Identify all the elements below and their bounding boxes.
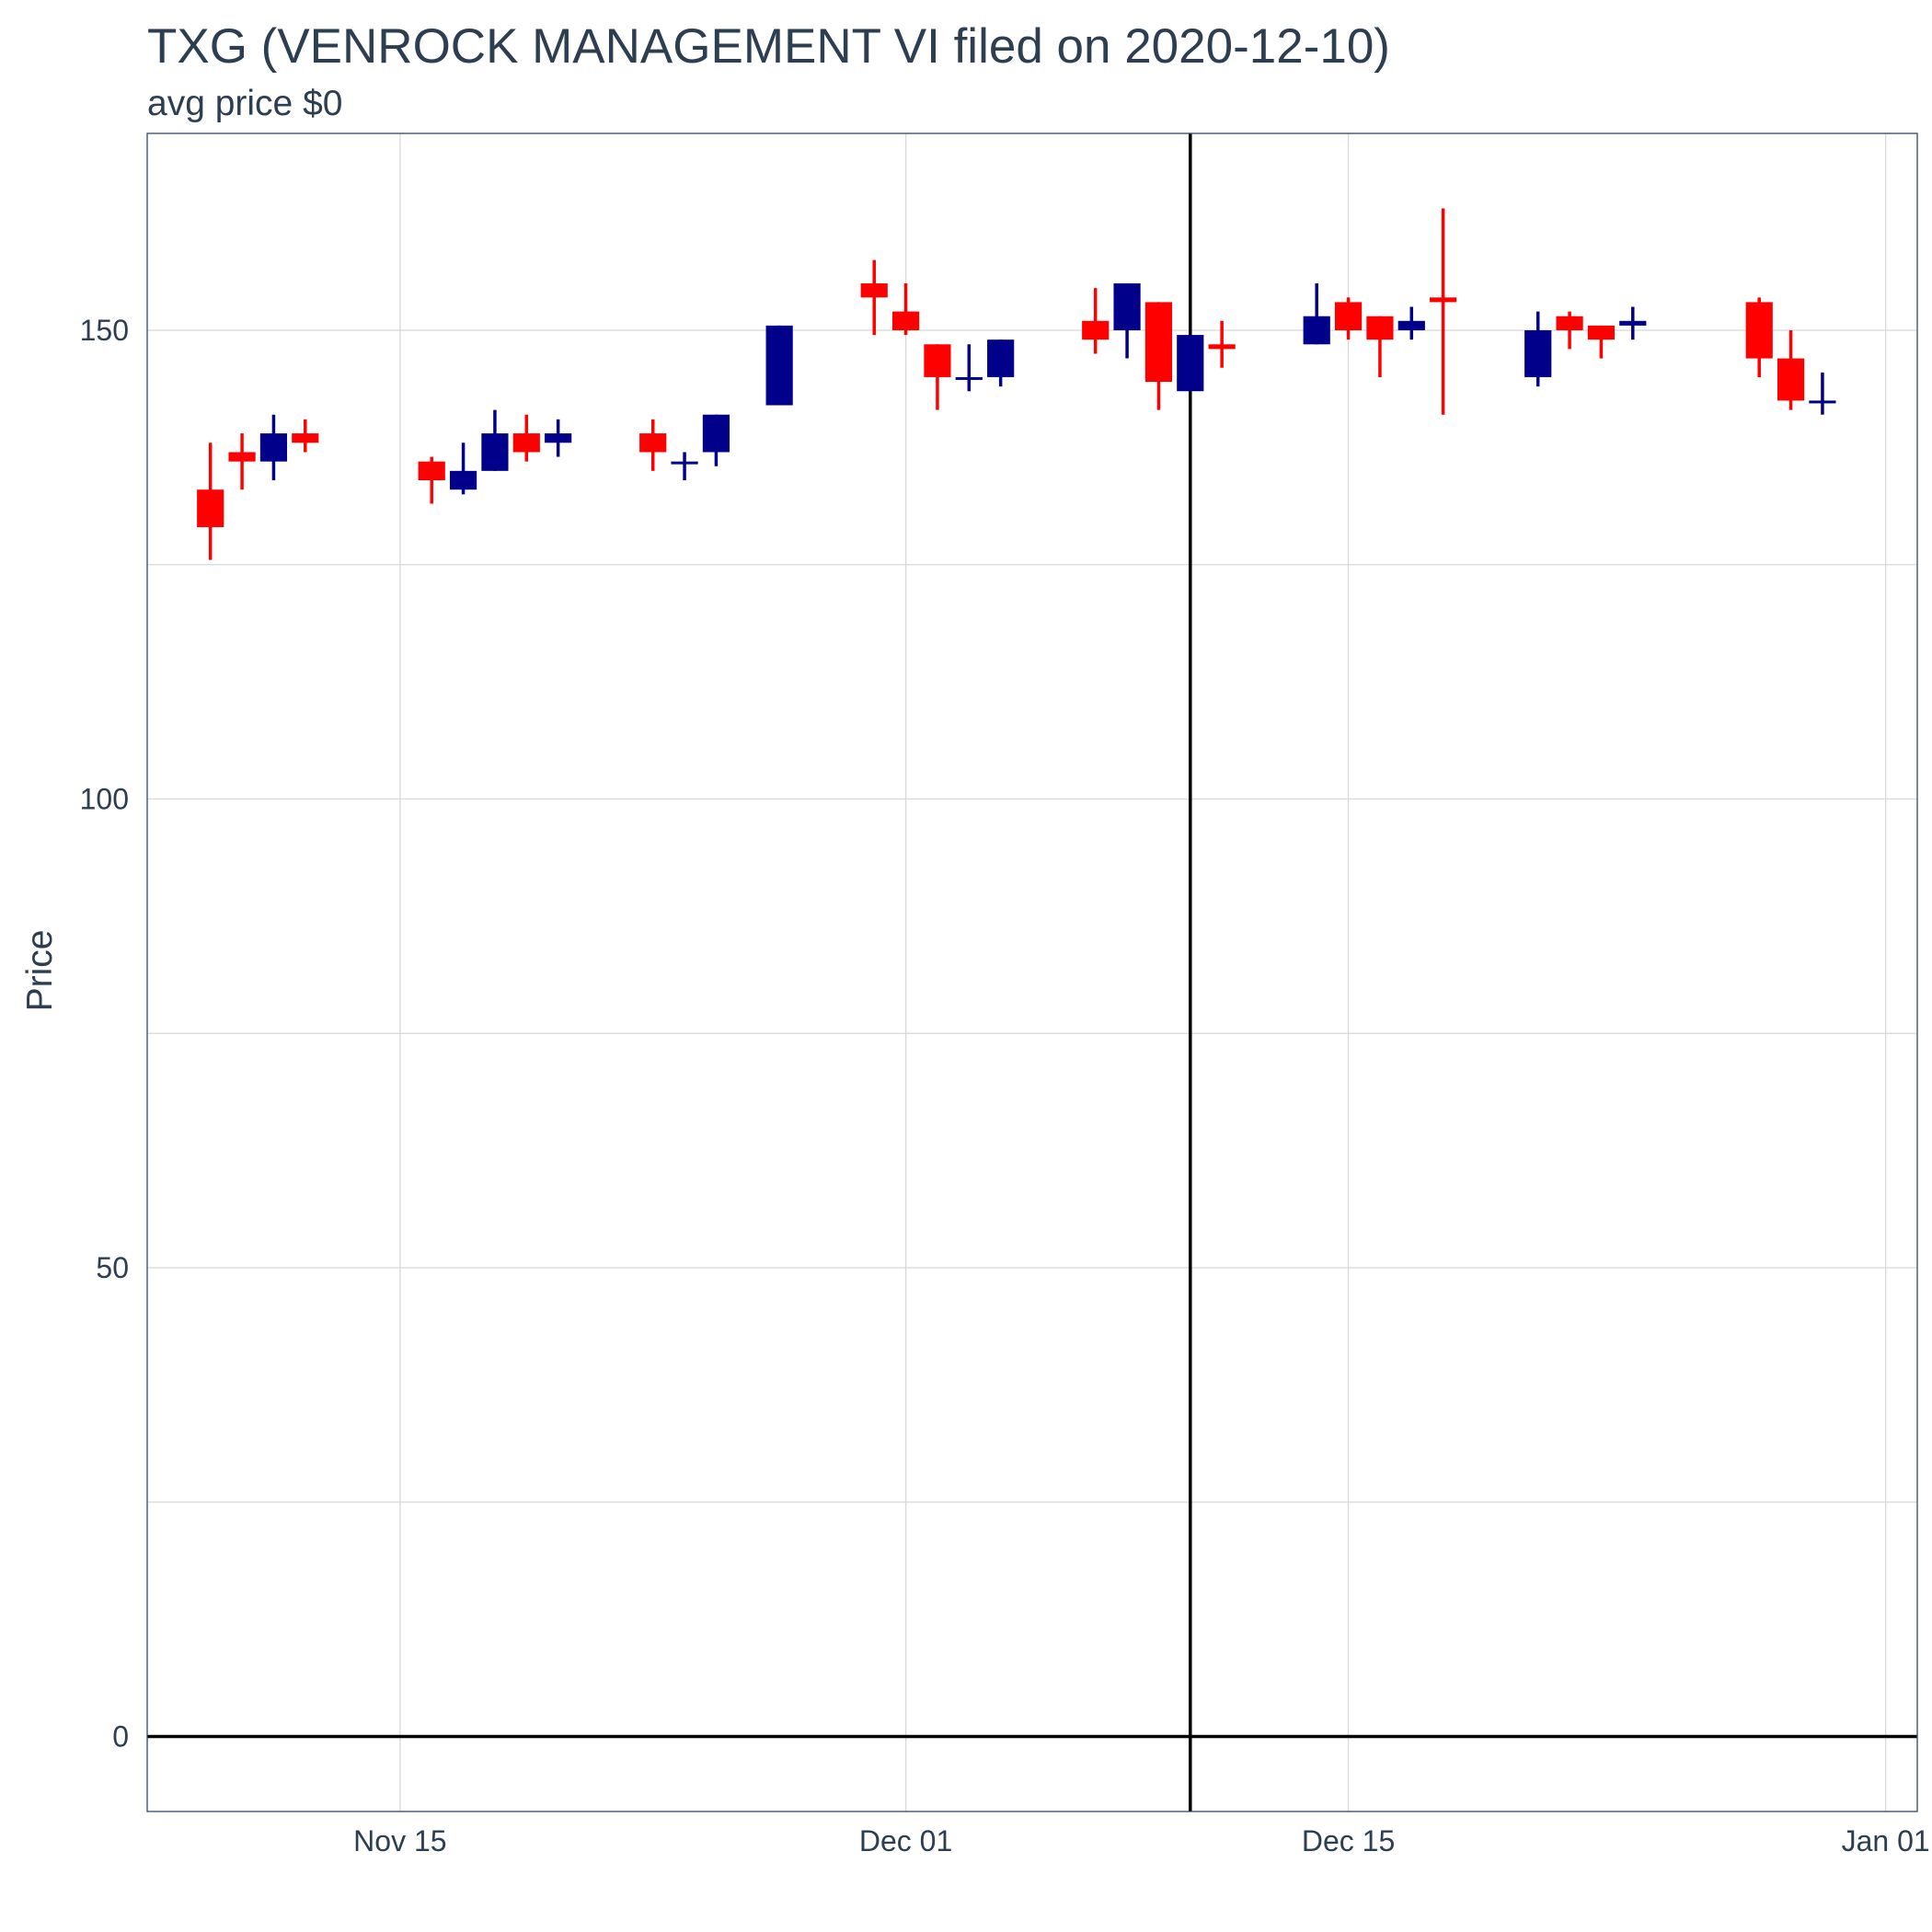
candle bbox=[228, 433, 256, 490]
candle-body bbox=[955, 376, 983, 380]
candles bbox=[197, 208, 1836, 560]
candle-body bbox=[228, 452, 256, 462]
candle bbox=[512, 414, 540, 462]
candle-body bbox=[1619, 320, 1647, 326]
y-tick-label: 50 bbox=[96, 1251, 129, 1284]
candle-body bbox=[1397, 320, 1425, 330]
candle bbox=[1334, 297, 1363, 340]
candle bbox=[1619, 306, 1647, 340]
candle-body bbox=[292, 433, 319, 443]
x-tick-label: Dec 01 bbox=[859, 1824, 952, 1857]
candle bbox=[1397, 306, 1425, 340]
candle bbox=[1430, 208, 1457, 415]
candle-body bbox=[1113, 283, 1141, 330]
plot-border bbox=[146, 132, 1918, 1812]
candle bbox=[1113, 283, 1141, 359]
candle bbox=[1082, 288, 1110, 354]
candle-body bbox=[545, 433, 572, 443]
candle bbox=[987, 339, 1015, 387]
candle-body bbox=[1144, 302, 1173, 383]
candle bbox=[418, 456, 445, 504]
y-tick-label: 100 bbox=[80, 782, 129, 815]
candle bbox=[1777, 329, 1805, 410]
candle bbox=[1556, 311, 1583, 350]
x-tick-labels: Nov 15 Dec 01 Dec 15 Jan 01 bbox=[353, 1824, 1930, 1857]
candle bbox=[765, 325, 793, 406]
candle-body bbox=[860, 283, 888, 298]
candle-body bbox=[1082, 320, 1110, 340]
candle-body bbox=[1809, 400, 1836, 404]
candle bbox=[860, 259, 888, 336]
candle-body bbox=[1745, 302, 1773, 359]
chart-title: TXG (VENROCK MANAGEMENT VI filed on 2020… bbox=[147, 19, 1390, 74]
candle-body bbox=[449, 470, 477, 490]
candle-body bbox=[481, 433, 509, 471]
x-tick-label: Nov 15 bbox=[353, 1824, 446, 1857]
candle-body bbox=[1208, 344, 1236, 350]
candle bbox=[545, 419, 572, 457]
candle bbox=[1809, 372, 1836, 415]
candle bbox=[702, 414, 730, 466]
x-tick-label: Jan 01 bbox=[1842, 1824, 1930, 1857]
candle bbox=[481, 409, 509, 471]
candle bbox=[955, 344, 983, 392]
grid-lines bbox=[147, 133, 1917, 1811]
candle bbox=[1745, 297, 1773, 377]
candle bbox=[1366, 316, 1394, 377]
candle-body bbox=[1303, 316, 1330, 345]
candle-body bbox=[1524, 329, 1552, 377]
candle-body bbox=[1334, 302, 1363, 330]
y-tick-labels: 0 50 100 150 bbox=[80, 314, 129, 1753]
chart-subtitle: avg price $0 bbox=[147, 84, 342, 123]
candle-body bbox=[765, 325, 793, 406]
candle bbox=[924, 344, 951, 410]
candle-body bbox=[924, 344, 951, 377]
candle bbox=[891, 283, 920, 336]
x-tick-label: Dec 15 bbox=[1302, 1824, 1395, 1857]
candle-body bbox=[639, 433, 667, 453]
candle bbox=[1208, 320, 1236, 368]
candle bbox=[671, 452, 698, 481]
y-tick-label: 0 bbox=[112, 1719, 129, 1753]
candle-body bbox=[702, 414, 730, 453]
candle-body bbox=[1556, 316, 1583, 330]
candle bbox=[259, 414, 288, 481]
candle-body bbox=[512, 433, 540, 453]
y-axis-title: Price bbox=[20, 930, 60, 1012]
candle bbox=[1144, 302, 1173, 410]
candle bbox=[1177, 335, 1204, 392]
candle-body bbox=[1366, 316, 1394, 340]
candle-body bbox=[1587, 325, 1616, 340]
candle bbox=[639, 419, 667, 471]
candle bbox=[449, 443, 477, 495]
candle bbox=[292, 419, 319, 453]
candle bbox=[1303, 283, 1330, 345]
candle-body bbox=[197, 489, 224, 527]
candle-body bbox=[1177, 335, 1204, 392]
candle-body bbox=[418, 461, 445, 481]
candle-body bbox=[671, 461, 698, 465]
candle bbox=[1524, 311, 1552, 387]
reference-lines bbox=[147, 133, 1917, 1811]
candle-body bbox=[1430, 297, 1457, 303]
candle-body bbox=[891, 311, 920, 330]
candle-body bbox=[1777, 358, 1805, 401]
candle bbox=[1587, 325, 1616, 359]
candle-body bbox=[259, 433, 288, 462]
candle bbox=[197, 443, 224, 560]
candle-body bbox=[987, 339, 1015, 377]
y-tick-label: 150 bbox=[80, 314, 129, 347]
